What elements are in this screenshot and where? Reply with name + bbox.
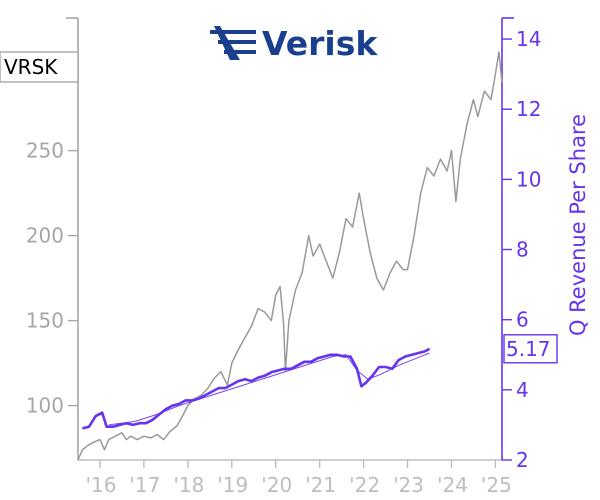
verisk-logo: Verisk (210, 24, 378, 63)
x-tick-label: '18 (173, 473, 204, 497)
x-tick-label: '19 (217, 473, 248, 497)
ticker-label: VRSK (4, 55, 58, 79)
x-tick-label: '20 (261, 473, 292, 497)
trend-line (108, 352, 430, 426)
x-tick-label: '17 (129, 473, 160, 497)
labels-group: 1001502002503002468101214'16'17'18'19'20… (0, 24, 590, 497)
right-tick-label: 8 (516, 238, 529, 262)
left-tick-label: 250 (26, 139, 64, 163)
x-tick-label: '25 (481, 473, 512, 497)
ticker-box (0, 51, 79, 83)
x-tick-label: '21 (305, 473, 336, 497)
logo-text: Verisk (262, 24, 378, 63)
right-tick-label: 14 (516, 27, 541, 51)
right-tick-label: 2 (516, 448, 529, 472)
last-value-label: 5.17 (506, 337, 551, 361)
left-tick-label: 150 (26, 309, 64, 333)
right-tick-label: 10 (516, 167, 541, 191)
price-line (77, 51, 503, 461)
x-tick-label: '23 (393, 473, 424, 497)
right-tick-label: 6 (516, 308, 529, 332)
x-tick-label: '16 (85, 473, 116, 497)
right-axis-title: Q Revenue Per Share (566, 114, 590, 336)
left-tick-label: 200 (26, 224, 64, 248)
last-value-box (503, 334, 558, 364)
axes-group (66, 17, 514, 468)
series-group (77, 51, 503, 461)
left-tick-label: 100 (26, 394, 64, 418)
revenue-line (82, 347, 431, 430)
right-tick-label: 4 (516, 378, 529, 402)
right-tick-label: 12 (516, 97, 541, 121)
x-tick-label: '24 (437, 473, 468, 497)
x-tick-label: '22 (349, 473, 380, 497)
logo-check-mark (214, 26, 240, 60)
